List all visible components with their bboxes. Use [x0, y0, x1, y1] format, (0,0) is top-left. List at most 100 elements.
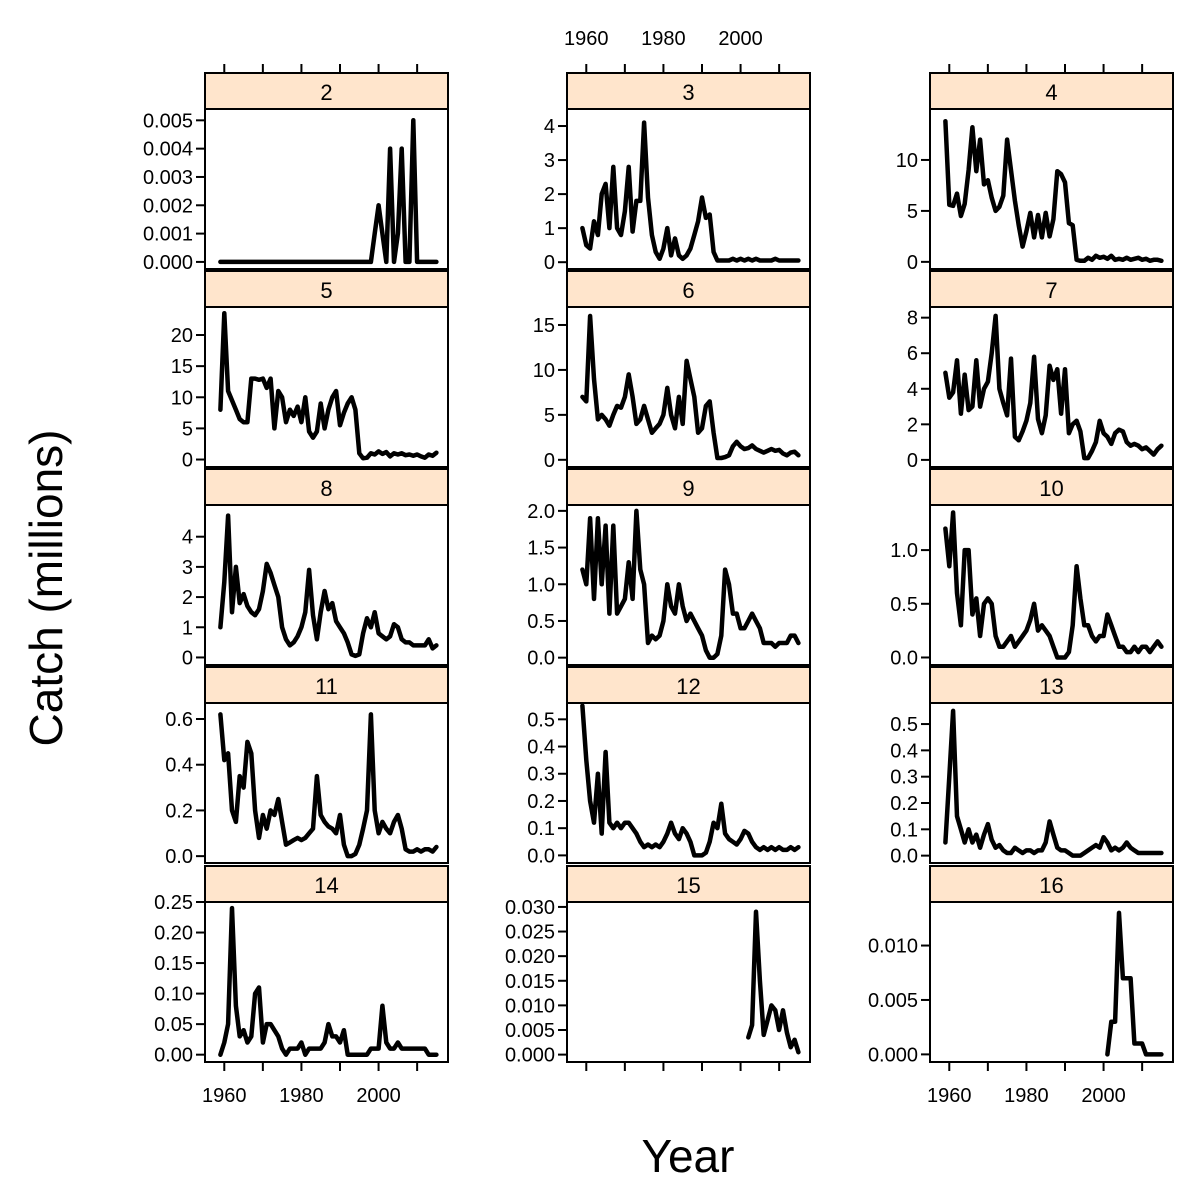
y-tick-label-15-2: 0.010 — [505, 995, 555, 1017]
y-tick-label-7-3: 6 — [907, 343, 918, 365]
strip-14 — [204, 865, 449, 903]
y-tick-label-15-1: 0.005 — [505, 1020, 555, 1042]
y-tick-label-10-2: 1.0 — [890, 540, 918, 562]
y-tick-label-10-0: 0.0 — [890, 647, 918, 669]
series-line-3 — [580, 120, 801, 263]
y-tick-label-13-5: 0.5 — [890, 714, 918, 736]
plot-frame-11 — [204, 702, 449, 864]
y-tick-label-3-0: 0 — [544, 252, 555, 274]
panels-group: 20.0000.0010.0020.0030.0040.005301234405… — [143, 28, 1174, 1107]
plot-frame-12 — [566, 702, 811, 864]
plot-frame-13 — [929, 702, 1174, 864]
panel-12: 12 0.0 0.1 0.2 0.3 0.4 0.5 — [527, 666, 811, 867]
strip-label-14: 14 — [314, 873, 338, 898]
y-tick-label-6-1: 5 — [544, 405, 555, 427]
y-tick-label-2-2: 0.002 — [143, 195, 193, 217]
plot-frame-6 — [566, 306, 811, 468]
y-tick-label-7-2: 4 — [907, 379, 918, 401]
panel-5: 5 0 5 10 15 20 — [171, 270, 449, 472]
strip-16 — [929, 865, 1174, 903]
y-tick-label-8-0: 0 — [182, 647, 193, 669]
series-line-2 — [218, 118, 439, 265]
strip-label-3: 3 — [682, 80, 694, 105]
y-tick-label-12-3: 0.3 — [527, 764, 555, 786]
panel-6: 6 0 5 10 15 — [533, 270, 811, 472]
y-tick-label-10-1: 0.5 — [890, 594, 918, 616]
series-line-9 — [580, 508, 801, 660]
y-tick-label-12-0: 0.0 — [527, 845, 555, 867]
series-line-10 — [943, 510, 1164, 660]
series-line-4 — [943, 118, 1164, 264]
strip-2 — [204, 72, 449, 110]
y-tick-label-14-0: 0.00 — [154, 1045, 193, 1067]
y-tick-label-16-2: 0.010 — [868, 936, 918, 958]
strip-label-6: 6 — [682, 278, 694, 303]
y-tick-label-7-0: 0 — [907, 450, 918, 472]
plot-frame-14 — [204, 901, 449, 1063]
y-tick-label-11-0: 0.0 — [165, 846, 193, 868]
x-tick-label-bottom-col3-2: 1980 — [1004, 1085, 1049, 1107]
panel-4: 4 0 5 10 — [896, 72, 1174, 274]
y-tick-label-9-4: 2.0 — [527, 501, 555, 523]
series-line-6 — [580, 313, 801, 461]
panel-9: 9 0.0 0.5 1.0 1.5 2.0 — [527, 468, 811, 670]
plot-frame-10 — [929, 504, 1174, 666]
strip-5 — [204, 270, 449, 308]
y-tick-label-8-3: 3 — [182, 557, 193, 579]
series-line-8 — [218, 513, 439, 659]
strip-label-10: 10 — [1039, 476, 1063, 501]
panel-16: 16 0.000 0.005 0.010 — [868, 865, 1174, 1066]
x-tick-label-bottom-col1-0: 1960 — [202, 1085, 247, 1107]
strip-9 — [566, 468, 811, 506]
strip-15 — [566, 865, 811, 903]
x-tick-label-top-col2-0: 1960 — [564, 28, 609, 50]
plot-frame-15 — [566, 901, 811, 1063]
y-tick-label-2-3: 0.003 — [143, 167, 193, 189]
strip-label-7: 7 — [1045, 278, 1057, 303]
y-tick-label-15-5: 0.025 — [505, 922, 555, 944]
y-tick-label-11-2: 0.4 — [165, 755, 193, 777]
y-tick-label-9-0: 0.0 — [527, 648, 555, 670]
panel-14: 14 0.00 0.05 0.10 0.15 0.20 0.25 — [154, 865, 449, 1067]
y-tick-label-13-4: 0.4 — [890, 740, 918, 762]
y-tick-label-8-2: 2 — [182, 587, 193, 609]
y-axis-title: Catch (millions) — [20, 430, 72, 747]
y-tick-label-13-3: 0.3 — [890, 767, 918, 789]
y-tick-label-6-3: 15 — [533, 315, 555, 337]
y-tick-label-11-1: 0.2 — [165, 800, 193, 822]
strip-8 — [204, 468, 449, 506]
y-tick-label-15-3: 0.015 — [505, 971, 555, 993]
y-tick-label-13-0: 0.0 — [890, 846, 918, 868]
panel-2: 2 0.000 0.001 0.002 0.003 0.004 0.005 — [143, 72, 449, 274]
series-line-15 — [746, 909, 801, 1055]
y-tick-label-4-1: 5 — [907, 201, 918, 223]
strip-4 — [929, 72, 1174, 110]
y-tick-label-2-1: 0.001 — [143, 224, 193, 246]
y-tick-label-14-1: 0.05 — [154, 1014, 193, 1036]
y-tick-label-15-6: 0.030 — [505, 897, 555, 919]
y-tick-label-5-4: 20 — [171, 325, 193, 347]
y-tick-label-2-5: 0.005 — [143, 110, 193, 132]
y-tick-label-3-3: 3 — [544, 150, 555, 172]
x-tick-label-bottom-col1-4: 2000 — [356, 1085, 401, 1107]
plot-frame-8 — [204, 504, 449, 666]
x-axis-title: Year — [642, 1130, 735, 1182]
x-tick-label-bottom-col3-4: 2000 — [1081, 1085, 1126, 1107]
series-line-16 — [1105, 910, 1164, 1057]
y-tick-label-6-0: 0 — [544, 450, 555, 472]
plot-frame-4 — [929, 108, 1174, 270]
plot-frame-7 — [929, 306, 1174, 468]
y-tick-label-13-1: 0.1 — [890, 819, 918, 841]
series-line-7 — [943, 313, 1164, 461]
strip-label-15: 15 — [676, 873, 700, 898]
series-line-5 — [218, 310, 439, 461]
y-tick-label-12-5: 0.5 — [527, 709, 555, 731]
strip-label-16: 16 — [1039, 873, 1063, 898]
panel-10: 10 0.0 0.5 1.0 — [890, 468, 1174, 669]
y-tick-label-3-4: 4 — [544, 116, 555, 138]
x-tick-label-bottom-col1-2: 1980 — [279, 1085, 324, 1107]
y-tick-label-5-3: 15 — [171, 356, 193, 378]
y-tick-label-14-5: 0.25 — [154, 892, 193, 914]
